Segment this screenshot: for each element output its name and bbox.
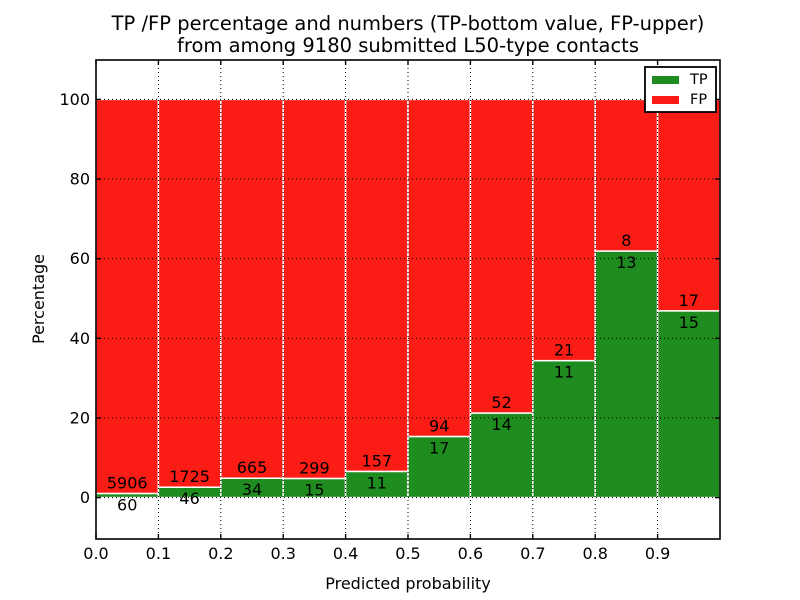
fp-count-label: 52 bbox=[491, 393, 511, 412]
tp-count-label: 15 bbox=[679, 313, 699, 332]
y-tick-label: 60 bbox=[70, 249, 90, 268]
fp-count-label: 5906 bbox=[107, 474, 148, 493]
x-tick-label: 0.2 bbox=[208, 544, 233, 563]
fp-bar-segment bbox=[656, 98, 721, 312]
tp-count-label: 11 bbox=[367, 474, 387, 493]
legend-box bbox=[644, 66, 717, 113]
x-tick-label: 0.1 bbox=[146, 544, 171, 563]
legend-swatch-tp bbox=[652, 76, 679, 84]
x-axis-label: Predicted probability bbox=[325, 574, 491, 593]
fp-count-label: 21 bbox=[554, 341, 574, 360]
fp-bar-segment bbox=[407, 98, 472, 438]
tp-count-label: 46 bbox=[179, 489, 199, 508]
bar-count-labels-group: 5906 60 1725 46 665 34 299 15 157 11 94 17 52 14 21 11 8… bbox=[107, 231, 699, 514]
fp-bar-segment bbox=[157, 98, 222, 488]
x-tick-label: 0.0 bbox=[83, 544, 108, 563]
fp-count-label: 665 bbox=[237, 458, 268, 477]
chart-title: TP /FP percentage and numbers (TP-bottom… bbox=[111, 12, 705, 35]
tp-count-label: 34 bbox=[242, 480, 262, 499]
y-tick-label: 40 bbox=[70, 329, 90, 348]
y-tick-label: 80 bbox=[70, 170, 90, 189]
fp-count-label: 8 bbox=[621, 231, 631, 250]
x-tick-label: 0.9 bbox=[645, 544, 670, 563]
y-axis-label: Percentage bbox=[29, 254, 48, 344]
fp-bar-segment bbox=[594, 98, 659, 252]
legend: TP FP bbox=[644, 66, 717, 113]
tp-bar-segment bbox=[532, 359, 596, 499]
tp-count-label: 15 bbox=[304, 481, 324, 500]
fp-count-label: 157 bbox=[362, 452, 393, 471]
tp-bar-segment bbox=[407, 435, 472, 499]
tp-count-label: 13 bbox=[616, 253, 636, 272]
fp-bar-segment bbox=[532, 98, 596, 362]
tp-count-label: 60 bbox=[117, 496, 137, 515]
x-tick-label: 0.7 bbox=[520, 544, 545, 563]
fp-bar-segment bbox=[95, 98, 160, 495]
tp-count-label: 14 bbox=[491, 415, 511, 434]
chart-subtitle: from among 9180 submitted L50-type conta… bbox=[177, 34, 639, 57]
tick-labels-group: 0 20 40 60 80 100 0.0 0.1 0.2 0.3 0.4 0.5 0.6 0.7 0.8 0… bbox=[59, 90, 670, 563]
fp-count-label: 299 bbox=[299, 459, 330, 478]
fp-count-label: 1725 bbox=[169, 467, 210, 486]
x-tick-label: 0.6 bbox=[458, 544, 483, 563]
fp-bar-segment bbox=[469, 98, 534, 414]
plot-frame bbox=[95, 59, 721, 540]
legend-label-tp: TP bbox=[689, 72, 708, 88]
gridlines-group bbox=[96, 60, 720, 539]
fp-count-label: 17 bbox=[679, 291, 699, 310]
fp-bar-segment bbox=[344, 98, 409, 473]
y-tick-label: 0 bbox=[80, 488, 90, 507]
bars-group bbox=[95, 98, 721, 499]
x-tick-label: 0.5 bbox=[395, 544, 420, 563]
x-tick-label: 0.4 bbox=[333, 544, 358, 563]
y-tick-label: 20 bbox=[70, 408, 90, 427]
legend-label-fp: FP bbox=[690, 92, 707, 108]
x-tick-label: 0.3 bbox=[270, 544, 295, 563]
tp-count-label: 17 bbox=[429, 439, 449, 458]
tp-count-label: 11 bbox=[554, 363, 574, 382]
x-tick-label: 0.8 bbox=[582, 544, 607, 563]
legend-swatch-fp bbox=[652, 96, 679, 104]
tp-bar-segment bbox=[656, 310, 721, 499]
fp-bar-segment bbox=[282, 98, 347, 480]
tp-bar-segment bbox=[594, 250, 659, 499]
fp-count-label: 94 bbox=[429, 417, 449, 436]
y-tick-label: 100 bbox=[59, 90, 90, 109]
fp-bar-segment bbox=[220, 98, 284, 479]
